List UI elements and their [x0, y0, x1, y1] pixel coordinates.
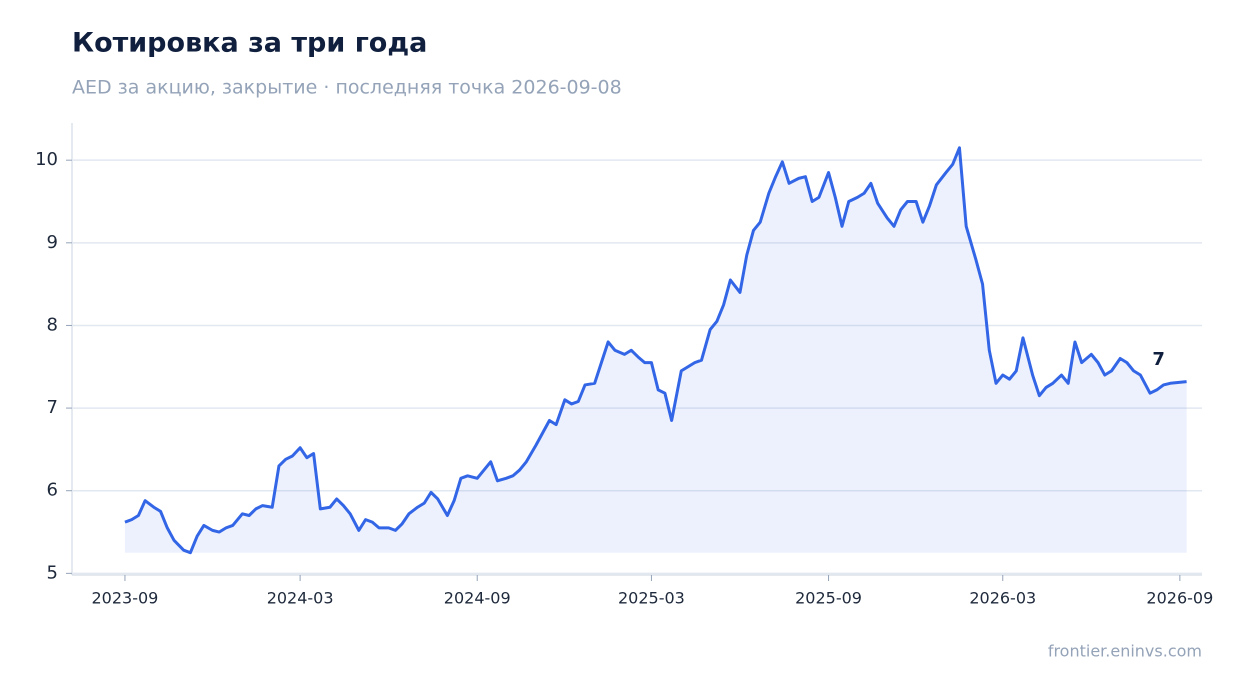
- x-tick-label: 2026-09: [1146, 589, 1213, 608]
- y-tick-label: 5: [47, 562, 58, 583]
- chart-title: Котировка за три года: [72, 28, 427, 59]
- chart-subtitle: AED за акцию, закрытие · последняя точка…: [72, 77, 622, 99]
- y-tick-label: 10: [35, 149, 58, 170]
- y-tick-label: 6: [47, 480, 58, 501]
- x-tick-label: 2026-03: [969, 589, 1036, 608]
- x-tick-label: 2025-03: [618, 589, 685, 608]
- x-tick-label: 2025-09: [795, 589, 862, 608]
- area: [124, 147, 1187, 553]
- x-tick-label: 2024-09: [444, 589, 511, 608]
- y-tick-label: 9: [47, 232, 58, 253]
- x-tick-label: 2024-03: [267, 589, 334, 608]
- y-tick-label: 7: [47, 397, 58, 418]
- annotation: 7: [1152, 349, 1165, 370]
- source: frontier.eninvs.com: [1048, 642, 1202, 661]
- line: [124, 146, 1187, 555]
- x-tick-label: 2023-09: [92, 589, 159, 608]
- y-tick-label: 8: [47, 314, 58, 335]
